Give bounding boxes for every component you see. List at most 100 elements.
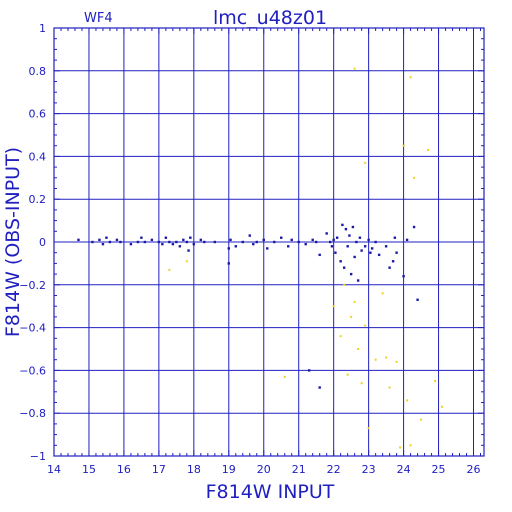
data-point-secondary — [353, 300, 356, 303]
data-point-secondary — [395, 360, 398, 363]
data-point-primary — [416, 298, 419, 301]
data-point-primary — [356, 279, 360, 282]
data-point-primary — [332, 238, 335, 242]
data-point-primary — [157, 240, 161, 244]
data-point-primary — [355, 240, 358, 244]
data-point-secondary — [353, 67, 356, 70]
data-point-primary — [391, 260, 395, 263]
data-point-primary — [308, 369, 311, 372]
data-point-secondary — [357, 348, 360, 350]
y-tick-label: 0 — [39, 236, 46, 249]
data-point-primary — [115, 238, 119, 242]
data-point-primary — [353, 255, 356, 259]
data-point-primary — [341, 223, 344, 227]
data-point-primary — [402, 275, 405, 278]
data-point-primary — [213, 240, 217, 244]
data-point-primary — [346, 245, 349, 248]
x-tick-label: 16 — [117, 463, 131, 476]
data-point-primary — [129, 242, 133, 246]
data-point-primary — [280, 236, 283, 239]
data-point-primary — [143, 240, 147, 244]
data-point-primary — [374, 240, 377, 244]
x-tick-label: 22 — [327, 463, 341, 476]
data-point-primary — [384, 245, 388, 248]
data-point-primary — [203, 240, 206, 244]
data-point-primary — [140, 236, 143, 239]
y-tick-label: −0.8 — [19, 407, 46, 420]
data-point-primary — [360, 249, 363, 252]
data-point-primary — [241, 240, 244, 244]
data-point-primary — [262, 238, 265, 242]
data-point-primary — [344, 227, 348, 231]
data-point-primary — [318, 386, 321, 389]
data-point-secondary — [283, 375, 286, 378]
data-point-primary — [255, 240, 258, 244]
data-point-primary — [351, 225, 355, 229]
data-point-secondary — [168, 268, 171, 271]
data-point-primary — [395, 251, 398, 254]
data-point-primary — [266, 247, 269, 250]
data-point-primary — [388, 266, 391, 269]
data-point-primary — [405, 238, 409, 242]
y-tick-label: −1 — [30, 450, 46, 463]
data-point-primary — [77, 238, 80, 242]
data-point-secondary — [360, 382, 363, 385]
y-tick-label: −0.4 — [19, 322, 46, 335]
data-point-primary — [182, 238, 185, 242]
data-point-secondary — [413, 176, 416, 179]
data-point-primary — [334, 251, 337, 254]
data-point-primary — [234, 245, 237, 248]
x-tick-label: 14 — [47, 463, 61, 476]
data-point-primary — [348, 234, 351, 237]
data-points — [77, 67, 444, 449]
data-point-primary — [227, 247, 230, 250]
corner-label: WF4 — [84, 11, 113, 26]
y-tick-label: 0.8 — [29, 65, 47, 78]
data-point-primary — [199, 238, 203, 242]
data-point-primary — [342, 266, 346, 269]
x-tick-label: 26 — [467, 463, 481, 476]
data-point-secondary — [343, 283, 346, 286]
x-tick-label: 19 — [222, 463, 236, 476]
data-point-primary — [349, 272, 353, 276]
data-point-primary — [377, 253, 381, 257]
y-tick-label: 0.2 — [29, 193, 47, 206]
data-point-primary — [335, 236, 339, 239]
data-point-secondary — [409, 76, 412, 79]
data-point-secondary — [385, 356, 388, 359]
data-point-secondary — [406, 399, 409, 402]
data-point-primary — [171, 242, 175, 246]
data-point-primary — [108, 240, 112, 244]
data-point-secondary — [350, 315, 353, 318]
x-tick-label: 25 — [432, 463, 446, 476]
x-tick-label: 15 — [82, 463, 96, 476]
data-point-primary — [227, 262, 230, 265]
data-point-primary — [370, 247, 374, 250]
data-point-primary — [98, 238, 101, 242]
y-tick-label: −0.2 — [19, 279, 46, 292]
x-axis-ticks: 14 15 16 17 18 19 20 21 22 23 24 25 26 — [47, 28, 482, 476]
x-axis-label: F814W INPUT — [206, 481, 335, 503]
data-point-primary — [367, 238, 370, 242]
data-point-primary — [358, 236, 362, 239]
data-point-primary — [187, 249, 190, 252]
data-point-secondary — [427, 148, 430, 151]
data-point-primary — [273, 240, 276, 244]
x-tick-label: 18 — [187, 463, 201, 476]
data-point-primary — [189, 236, 192, 239]
data-point-primary — [105, 236, 108, 239]
data-point-primary — [311, 238, 314, 242]
data-point-primary — [412, 225, 416, 229]
data-point-primary — [304, 242, 307, 246]
data-point-primary — [161, 242, 164, 246]
data-point-primary — [297, 240, 300, 244]
data-point-secondary — [434, 380, 437, 383]
y-tick-label: 0.6 — [29, 108, 47, 121]
data-point-primary — [101, 242, 105, 246]
data-point-secondary — [388, 386, 391, 389]
data-point-primary — [185, 240, 189, 244]
data-point-primary — [229, 238, 232, 242]
data-point-secondary — [441, 405, 444, 408]
